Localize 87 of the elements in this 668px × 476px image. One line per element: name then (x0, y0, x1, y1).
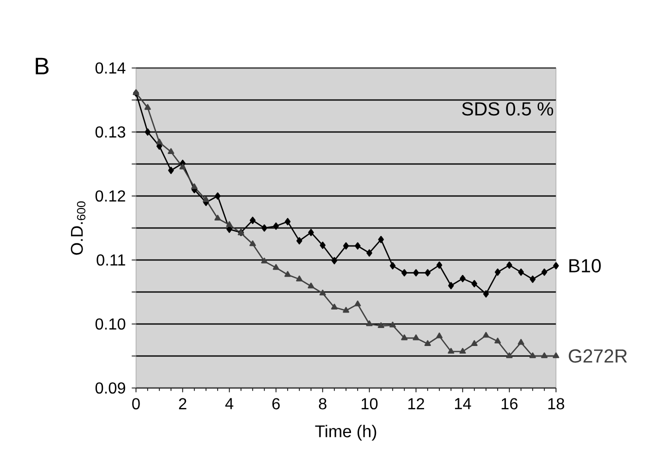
y-tick-label: 0.14 (96, 62, 126, 74)
x-tick-label: 2 (179, 398, 186, 410)
point (202, 196, 210, 202)
point (342, 306, 350, 313)
y-axis-title: O.D.$_{600}$ (70, 201, 86, 255)
point (389, 322, 396, 328)
series-label: G272R (568, 349, 627, 363)
x-tick-label: 10 (362, 398, 378, 410)
text: B (36, 58, 49, 74)
point (459, 348, 466, 354)
point (518, 268, 524, 276)
point (378, 236, 384, 244)
point (518, 338, 524, 345)
point (401, 269, 408, 276)
point (436, 332, 443, 338)
point (214, 192, 221, 200)
point (494, 268, 501, 276)
point (378, 322, 384, 328)
point (354, 242, 361, 250)
point (168, 166, 174, 174)
x-tick-label: 16 (502, 398, 518, 410)
point (541, 268, 548, 276)
x-tick-label: 14 (455, 398, 472, 410)
point (413, 269, 419, 276)
point (191, 183, 198, 190)
point (552, 352, 560, 358)
annotation: SDS 0.5 % (462, 102, 554, 116)
point (296, 276, 303, 282)
point (494, 338, 501, 344)
point (390, 262, 396, 270)
point (261, 258, 268, 264)
point (144, 128, 151, 136)
point (273, 222, 279, 230)
point (261, 224, 268, 232)
y-tick-label: 0.13 (96, 126, 126, 138)
point (354, 300, 361, 306)
point (529, 352, 536, 358)
point (343, 242, 349, 250)
point (331, 304, 338, 310)
point (249, 240, 256, 246)
point (506, 352, 513, 358)
point (319, 290, 326, 296)
point (506, 261, 512, 269)
point (179, 164, 186, 170)
point (272, 264, 280, 270)
x-tick-label: 4 (225, 398, 234, 410)
point (530, 276, 536, 283)
y-tick-label: 0.12 (96, 190, 126, 202)
point (471, 340, 478, 346)
point (553, 262, 559, 270)
y-tick-label: 0.10 (96, 318, 126, 330)
point (436, 261, 442, 269)
point (448, 348, 454, 354)
point (168, 148, 174, 154)
point (482, 332, 490, 338)
point (366, 320, 373, 326)
x-tick-label: 0 (132, 398, 140, 410)
point (214, 214, 221, 221)
point (284, 218, 291, 226)
point (424, 269, 431, 276)
point (308, 228, 314, 236)
point (331, 257, 338, 264)
point (401, 334, 408, 340)
point (296, 237, 302, 244)
point (144, 104, 151, 110)
point (250, 216, 256, 224)
point (412, 334, 420, 340)
point (308, 282, 314, 288)
point (541, 352, 548, 358)
y-tick-label: 0.09 (96, 382, 126, 394)
point (320, 242, 326, 249)
point (424, 340, 431, 346)
point (284, 271, 291, 277)
point (156, 138, 163, 144)
y-tick-label: 0.11 (96, 254, 126, 266)
x-tick-label: 8 (318, 398, 326, 410)
x-tick-label: 18 (548, 398, 564, 410)
point (483, 290, 489, 298)
point (460, 274, 466, 282)
series-label: B10 (569, 259, 601, 272)
x-axis-title: Time (h) (315, 424, 376, 441)
x-tick-label: 6 (272, 398, 280, 410)
point (226, 221, 233, 227)
x-tick-label: 12 (408, 398, 424, 410)
point (448, 282, 454, 290)
point (471, 280, 478, 288)
point (366, 249, 372, 257)
